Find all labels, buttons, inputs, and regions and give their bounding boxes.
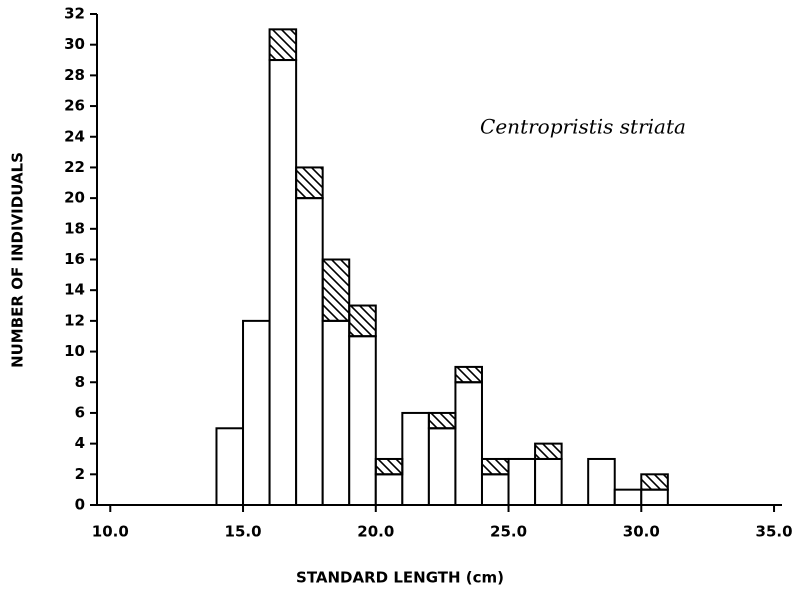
bar xyxy=(295,166,324,200)
bar xyxy=(507,457,537,506)
bar xyxy=(587,457,616,506)
x-tick-label: 25.0 xyxy=(490,523,527,541)
y-tick-label: 0 xyxy=(75,496,85,514)
bar xyxy=(401,411,430,506)
bar xyxy=(348,335,377,506)
bar xyxy=(454,381,483,506)
x-tick-label: 30.0 xyxy=(623,523,660,541)
bar xyxy=(321,258,351,322)
y-tick-label: 18 xyxy=(64,219,85,237)
y-tick-label: 32 xyxy=(64,5,85,23)
x-tick-label: 10.0 xyxy=(92,523,129,541)
y-axis-label: NUMBER OF INDIVIDUALS xyxy=(9,152,27,368)
x-tick-label: 15.0 xyxy=(225,523,262,541)
y-tick-label: 14 xyxy=(64,281,85,299)
y-tick-label: 8 xyxy=(75,373,85,391)
x-tick-label: 20.0 xyxy=(357,523,394,541)
y-tick-label: 2 xyxy=(75,465,85,483)
y-tick-label: 4 xyxy=(75,434,85,452)
y-tick-label: 6 xyxy=(75,403,85,421)
bar xyxy=(268,28,298,62)
bar xyxy=(242,319,271,506)
bar xyxy=(480,457,510,476)
y-tick-label: 10 xyxy=(64,342,85,360)
bar xyxy=(215,427,245,506)
y-tick-label: 30 xyxy=(64,35,85,53)
bar xyxy=(427,411,457,430)
bar xyxy=(295,197,324,506)
bar xyxy=(534,442,563,460)
bar xyxy=(374,457,404,476)
bar xyxy=(480,473,510,506)
y-tick-label: 12 xyxy=(64,311,85,329)
bar xyxy=(640,473,669,491)
x-tick-label: 35.0 xyxy=(756,523,793,541)
y-tick-label: 28 xyxy=(64,66,85,84)
bar xyxy=(348,304,377,338)
bar xyxy=(321,319,351,506)
y-tick-label: 16 xyxy=(64,250,85,268)
bar xyxy=(374,473,404,506)
bar xyxy=(268,59,298,506)
y-tick-label: 24 xyxy=(64,127,85,145)
bar xyxy=(613,488,643,506)
bar xyxy=(534,457,563,506)
x-axis-label: STANDARD LENGTH (cm) xyxy=(296,569,504,587)
bar xyxy=(640,488,669,506)
y-tick-label: 20 xyxy=(64,189,85,207)
y-tick-label: 22 xyxy=(64,158,85,176)
annotation: Centropristis striata xyxy=(480,115,686,139)
bar xyxy=(454,365,483,384)
bar xyxy=(427,427,457,506)
y-tick-label: 26 xyxy=(64,97,85,115)
